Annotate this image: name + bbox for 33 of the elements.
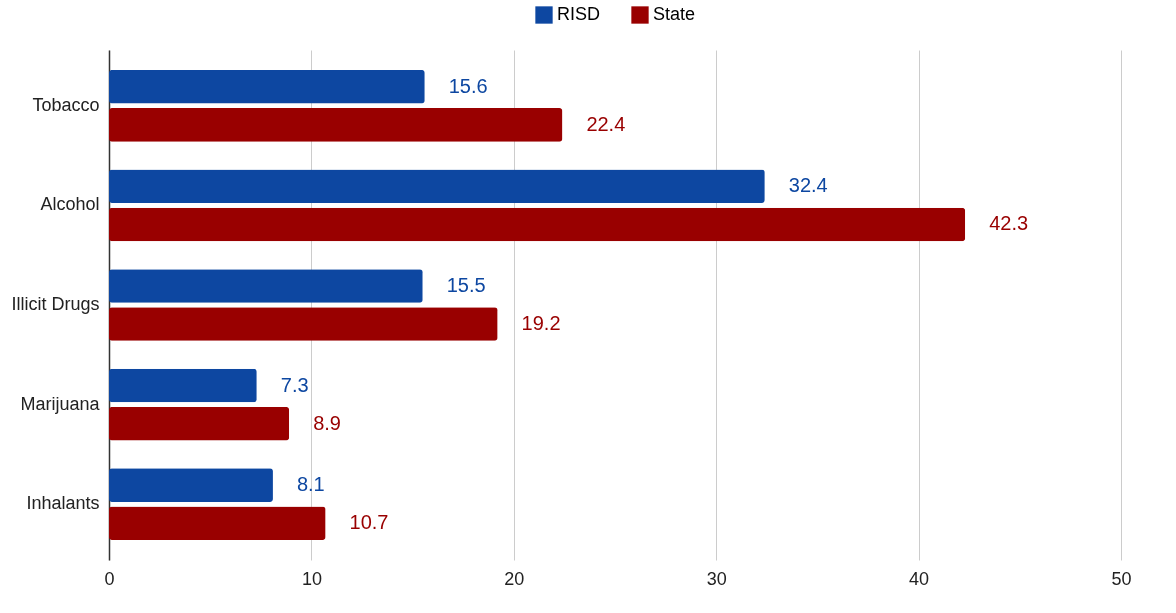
y-tick-label: Tobacco [32, 94, 100, 115]
bar [109, 169, 765, 204]
data-label: 15.5 [446, 273, 486, 296]
legend-label: RISD [557, 4, 601, 24]
data-label: 8.1 [296, 473, 325, 496]
data-label: 10.7 [349, 511, 389, 534]
x-tick-label: 50 [1111, 568, 1132, 589]
data-label: 19.2 [521, 312, 561, 335]
bar [109, 207, 966, 242]
data-label: 42.3 [989, 212, 1029, 235]
x-tick-label: 30 [706, 568, 727, 589]
bar [109, 368, 257, 403]
bar [109, 468, 273, 502]
data-label: 32.4 [788, 174, 828, 197]
x-tick-label: 0 [104, 568, 115, 589]
x-tick-label: 10 [301, 568, 322, 589]
y-tick-label: Illicit Drugs [11, 294, 100, 314]
data-label: 15.6 [448, 74, 488, 97]
bar [109, 307, 498, 341]
y-tick-label: Marijuana [20, 393, 101, 414]
bar [109, 69, 425, 104]
data-label: 8.9 [313, 411, 341, 434]
x-tick-label: 20 [504, 568, 525, 589]
bar [109, 506, 326, 541]
y-tick-label: Inhalants [26, 493, 100, 514]
bar [109, 406, 290, 441]
data-label: 7.3 [280, 373, 309, 396]
bar [109, 108, 563, 142]
x-tick-label: 40 [909, 568, 930, 589]
y-tick-label: Alcohol [40, 194, 100, 215]
legend-label: State [653, 4, 696, 24]
bar [109, 269, 423, 303]
data-label: 22.4 [586, 112, 626, 135]
